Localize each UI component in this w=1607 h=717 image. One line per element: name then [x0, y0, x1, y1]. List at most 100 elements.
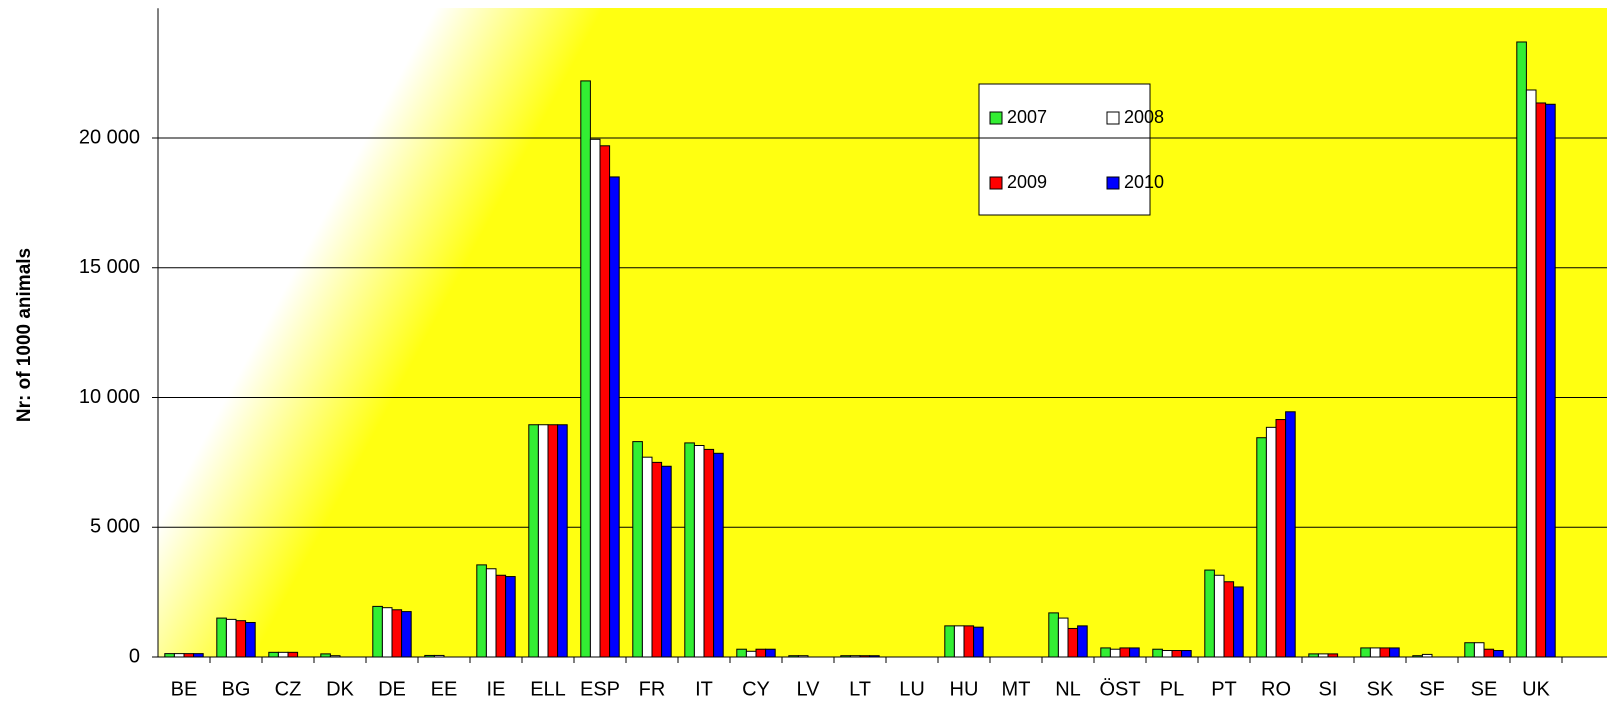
- legend-label: 2010: [1124, 172, 1164, 192]
- bar: [1265, 426, 1277, 658]
- x-tick-label: SF: [1419, 678, 1445, 700]
- bar: [391, 609, 403, 658]
- bar: [1109, 648, 1121, 658]
- bar: [173, 653, 185, 658]
- legend-label: 2008: [1124, 107, 1164, 127]
- bar: [1285, 411, 1296, 658]
- bar: [755, 648, 767, 658]
- x-tick-label: HU: [950, 678, 979, 700]
- bar: [528, 424, 539, 658]
- bar: [765, 648, 776, 658]
- bar: [1389, 647, 1400, 658]
- bar: [713, 452, 724, 658]
- bar: [632, 441, 643, 658]
- bar: [1233, 586, 1244, 658]
- bar: [193, 653, 204, 658]
- bar: [183, 653, 195, 658]
- plot-background: [158, 8, 1607, 657]
- x-tick-label: EE: [431, 678, 458, 700]
- bar: [703, 448, 715, 658]
- bar: [557, 424, 568, 658]
- bar: [401, 611, 412, 658]
- bar: [684, 442, 695, 658]
- bar: [661, 465, 672, 658]
- bar: [1152, 648, 1163, 658]
- bar: [1067, 627, 1079, 658]
- x-tick-label: RO: [1261, 678, 1291, 700]
- legend-label: 2009: [1007, 172, 1047, 192]
- bar: [1057, 617, 1069, 658]
- bar: [1181, 650, 1192, 658]
- bar: [245, 621, 256, 658]
- bar: [1473, 642, 1485, 658]
- bar: [1119, 647, 1131, 658]
- bar: [1525, 89, 1537, 658]
- bar: [1204, 569, 1215, 658]
- y-tick-label: 10 000: [79, 386, 140, 408]
- x-tick-label: ESP: [580, 678, 620, 700]
- bar: [745, 650, 757, 658]
- bar: [505, 576, 516, 658]
- bar: [547, 424, 559, 658]
- bar: [476, 564, 487, 658]
- x-tick-label: ÖST: [1099, 678, 1140, 700]
- bar: [372, 605, 383, 658]
- bar: [641, 456, 653, 658]
- bar: [693, 445, 705, 658]
- bar: [1360, 647, 1371, 658]
- bar: [1161, 650, 1173, 658]
- bar: [225, 618, 237, 658]
- legend-box: [978, 83, 1151, 216]
- x-tick-label: CZ: [275, 678, 302, 700]
- bar: [287, 651, 299, 658]
- bar: [1171, 650, 1183, 658]
- bar: [1223, 581, 1235, 658]
- bar: [651, 461, 663, 658]
- x-tick-label: BE: [171, 678, 198, 700]
- bar: [580, 80, 591, 658]
- bar: [736, 648, 747, 658]
- x-tick-label: LT: [849, 678, 871, 700]
- y-axis-label: Nr: of 1000 animals: [14, 248, 35, 422]
- x-tick-label: PT: [1211, 678, 1237, 700]
- bar: [1100, 647, 1111, 658]
- bar: [1379, 647, 1391, 658]
- bar: [164, 653, 175, 658]
- x-tick-label: PL: [1160, 678, 1184, 700]
- x-tick-label: CY: [742, 678, 770, 700]
- bar: [1256, 437, 1267, 658]
- bar: [1464, 642, 1475, 658]
- legend-swatch: [989, 176, 1003, 190]
- bar: [599, 145, 611, 658]
- legend-swatch: [989, 111, 1003, 125]
- bar: [1493, 650, 1504, 658]
- x-tick-label: BG: [222, 678, 251, 700]
- y-tick-label: 20 000: [79, 126, 140, 148]
- y-tick-label: 5 000: [90, 516, 140, 538]
- bar: [1369, 647, 1381, 658]
- legend-label: 2007: [1007, 107, 1047, 127]
- legend-swatch: [1106, 176, 1120, 190]
- x-tick-label: NL: [1055, 678, 1081, 700]
- bar: [1213, 574, 1225, 658]
- x-tick-label: SK: [1367, 678, 1394, 700]
- x-tick-label: LV: [797, 678, 821, 700]
- x-tick-label: SE: [1471, 678, 1498, 700]
- x-tick-label: FR: [639, 678, 666, 700]
- bar: [1275, 419, 1287, 658]
- x-tick-label: SI: [1319, 678, 1338, 700]
- bar: [609, 176, 620, 658]
- bar: [1483, 648, 1495, 658]
- bar: [495, 574, 507, 658]
- bar: [537, 424, 549, 658]
- bar: [973, 626, 984, 658]
- x-tick-label: UK: [1522, 678, 1550, 700]
- bar: [1077, 625, 1088, 658]
- bar: [944, 625, 955, 658]
- bar: [589, 138, 601, 658]
- x-tick-label: ELL: [530, 678, 566, 700]
- y-tick-label: 15 000: [79, 256, 140, 278]
- legend-swatch: [1106, 111, 1120, 125]
- y-tick-label: 0: [129, 645, 140, 667]
